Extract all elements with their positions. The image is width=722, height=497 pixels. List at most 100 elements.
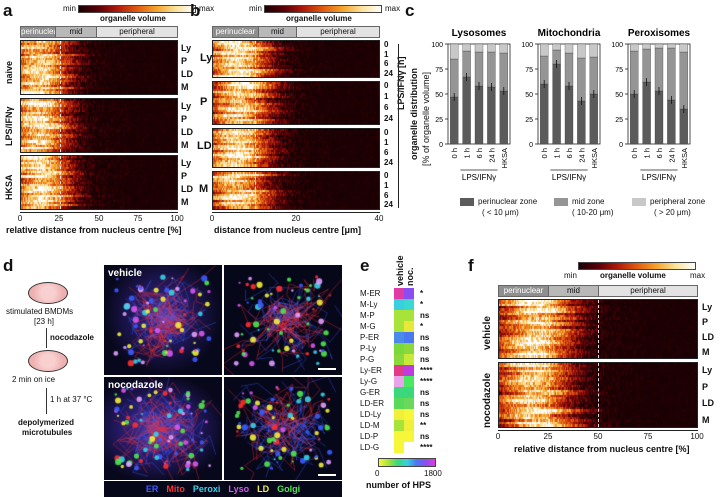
category-label: 6 h: [475, 148, 484, 158]
group-b-p: P: [200, 96, 208, 108]
hps-cell-vehicle: [394, 321, 404, 332]
panel-label-b: b: [190, 1, 201, 20]
arrow-2: [46, 388, 47, 414]
hps-cell-vehicle: [394, 299, 404, 310]
row-label: Ly: [181, 101, 192, 111]
tick-f-25: 25: [543, 432, 553, 441]
colorbar-b-min: min: [249, 4, 262, 13]
legend-label-perinuclear: perinuclear zone: [478, 197, 538, 206]
tick-a-100: 100: [170, 214, 184, 223]
tick-a-50: 50: [94, 214, 104, 223]
hps-row-label: M-G: [360, 322, 376, 331]
row-label: LD: [181, 127, 193, 137]
group-bracket-label: LPS/IFNγ: [552, 173, 586, 182]
scale-bar-1: [318, 368, 336, 370]
row-label: M: [181, 82, 189, 92]
y-tick-label: 25: [615, 117, 623, 124]
row-label: 6: [384, 190, 389, 200]
hps-row-label: LD-ER: [360, 399, 385, 408]
row-label: M: [181, 197, 189, 207]
row-label: 1: [384, 92, 389, 101]
dish-icon: [28, 282, 68, 304]
hps-row-label: Ly-G: [360, 377, 378, 386]
hps-cell-nocodazole: [404, 387, 414, 398]
hps-cell-vehicle: [394, 376, 404, 387]
column-label-vehicle: vehicle: [395, 255, 405, 286]
bar-segment: [564, 85, 574, 145]
group-bracket-label: LPS/IFNγ: [462, 173, 496, 182]
group-label-hksa: HKSA: [4, 174, 14, 200]
hps-cell-vehicle: [394, 431, 404, 442]
tick-a-75: 75: [133, 214, 143, 223]
y-tick-label: 0: [619, 142, 623, 149]
hps-significance: ****: [420, 377, 433, 386]
legend-label-peripheral: peripheral zone: [650, 197, 706, 206]
x-axis-f: [498, 430, 698, 431]
hps-row: P-ER ns: [360, 332, 460, 343]
hps-row: Ly-ER ****: [360, 365, 460, 376]
bar-segment: [630, 43, 639, 52]
hps-significance: ns: [420, 399, 430, 408]
hps-scale-max: 1800: [424, 469, 442, 478]
row-label: M: [702, 347, 710, 357]
y-label-c: organelle distribution: [409, 67, 419, 160]
micrograph-nocodazole-overview: [104, 377, 222, 480]
tick-f-50: 50: [593, 432, 603, 441]
y-tick-label: 50: [615, 92, 623, 99]
bar-segment: [487, 51, 496, 88]
step-stimulated: stimulated BMDMs: [6, 307, 74, 316]
bar-segment: [499, 90, 508, 145]
category-label: 1 h: [553, 148, 562, 158]
tick-b-40: 40: [374, 214, 384, 223]
colorbar-f: [578, 262, 696, 270]
arrow-1: [46, 328, 47, 348]
bar-segment: [667, 47, 676, 101]
y-tick-label: 25: [525, 117, 533, 124]
y-tick-label: 25: [435, 117, 443, 124]
hps-row-label: P-Ly: [360, 344, 377, 353]
zone-bar-a: perinuclear mid peripheral: [20, 26, 178, 38]
hps-cell-vehicle: [394, 442, 404, 453]
bar-segment: [474, 85, 484, 145]
bar-segment: [654, 90, 664, 145]
tick-b-0: 0: [209, 214, 215, 223]
hps-significance: ****: [420, 366, 433, 375]
hps-cell-vehicle: [394, 354, 404, 365]
hps-significance: **: [420, 421, 427, 430]
bar-segment: [487, 86, 496, 145]
category-label: HKSA: [680, 148, 689, 168]
hps-row-label: P-G: [360, 355, 375, 364]
row-label: P: [181, 171, 188, 181]
hps-significance: ns: [420, 311, 430, 320]
bar-segment: [499, 43, 508, 54]
step-nocodazole: nocodazole: [50, 333, 95, 342]
hps-significance: ns: [420, 388, 430, 397]
hps-significance: ns: [420, 333, 430, 342]
legend-label-mid: mid zone: [572, 197, 605, 206]
bar-segment: [552, 63, 561, 145]
row-label: 0: [384, 81, 389, 90]
hps-row-label: M-Ly: [360, 300, 378, 309]
bar-segment: [487, 43, 496, 53]
bar-segment: [589, 56, 598, 95]
row-label: 24: [384, 114, 393, 123]
bar-segment: [540, 55, 549, 85]
step-37c: 1 h at 37 °C: [50, 395, 93, 404]
hps-row: LD-P ns: [360, 431, 460, 442]
bar-segment: [642, 81, 651, 145]
group-b-ly: Ly: [200, 52, 213, 64]
channel-ld: LD: [257, 484, 270, 494]
row-label: 1: [384, 49, 389, 59]
bar-segment: [540, 43, 549, 57]
category-label: 0 h: [630, 148, 639, 158]
group-b-m: M: [199, 183, 209, 195]
panel-label-a: a: [3, 1, 13, 20]
bar-segment: [577, 57, 586, 102]
colorbar-b-max: max: [385, 4, 401, 13]
zone-f-perinuclear: perinuclear: [499, 286, 549, 296]
group-bracket-label: LPS/IFNγ: [642, 173, 676, 182]
hps-cell-nocodazole: [404, 376, 414, 387]
micrograph-nocodazole-zoom: [224, 377, 342, 480]
colorbar-min: min: [63, 4, 76, 13]
y-tick-label: 75: [525, 67, 533, 74]
